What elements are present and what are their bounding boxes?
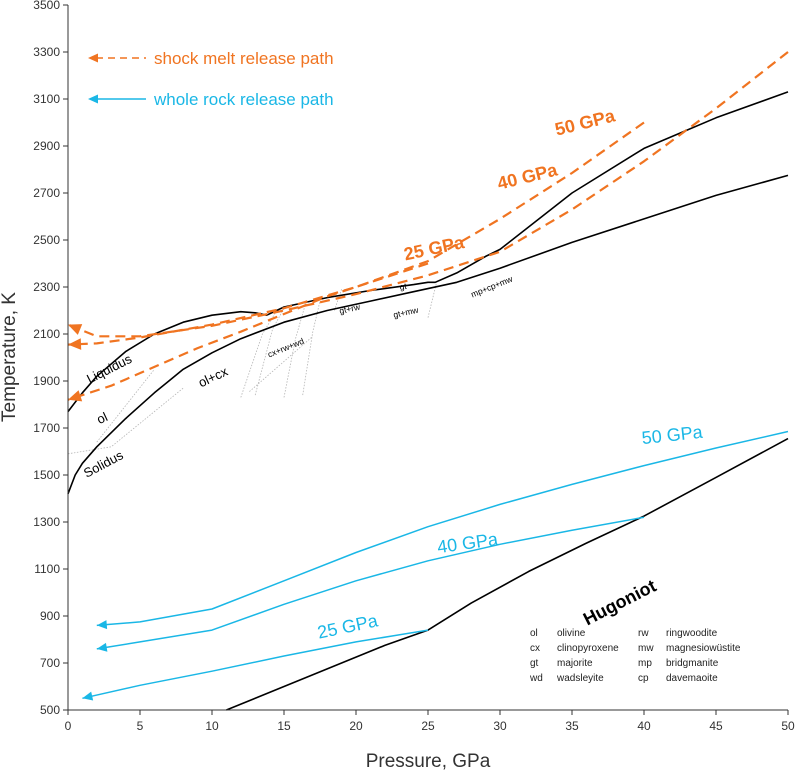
x-tick-label: 45 bbox=[709, 719, 723, 733]
phase-boundary-line bbox=[427, 282, 437, 318]
x-tick-label: 5 bbox=[137, 719, 144, 733]
annotation-label: 40 GPa bbox=[495, 159, 560, 193]
solidus-line bbox=[67, 174, 789, 495]
y-tick-label: 3500 bbox=[33, 0, 60, 12]
phase-boundary-line bbox=[302, 301, 321, 396]
legend-desc: wadsleyite bbox=[556, 673, 604, 684]
x-tick-label: 15 bbox=[277, 719, 291, 733]
phase-boundaries bbox=[67, 282, 437, 455]
phase-boundary-line bbox=[249, 335, 314, 392]
hugoniot-line bbox=[226, 437, 789, 711]
annotations: shock melt release path whole rock releas… bbox=[81, 49, 705, 643]
y-tick-label: 2900 bbox=[33, 139, 60, 153]
legend-arrow-head bbox=[88, 53, 98, 63]
arrow-head bbox=[96, 642, 108, 652]
legend-abbr: cx bbox=[530, 643, 540, 654]
y-tick-label: 3100 bbox=[33, 92, 60, 106]
phase-boundary-line bbox=[96, 369, 155, 443]
arrow-head bbox=[82, 691, 94, 701]
annotation-label: Liquidus bbox=[84, 351, 134, 387]
x-tick-label: 25 bbox=[421, 719, 435, 733]
legend-abbr: gt bbox=[530, 658, 539, 669]
legend-abbr: rw bbox=[638, 628, 649, 639]
y-tick-label: 1500 bbox=[33, 468, 60, 482]
whole-rock-release-path-40-gpa-line bbox=[96, 516, 645, 650]
legend-desc: davemaoite bbox=[666, 673, 718, 684]
legend-desc: majorite bbox=[557, 658, 593, 669]
phase-legend: ol olivine cx clinopyroxene gt majorite wd wads… bbox=[529, 628, 741, 684]
annotation-label: 40 GPa bbox=[436, 529, 500, 557]
x-axis-title: Pressure, GPa bbox=[366, 751, 491, 771]
arrow-head bbox=[96, 620, 108, 630]
annotation-label: gt bbox=[399, 281, 408, 292]
y-tick-label: 1900 bbox=[33, 374, 60, 388]
x-tick-label: 30 bbox=[493, 719, 507, 733]
y-tick-label: 1100 bbox=[34, 562, 60, 576]
legend-label: whole rock release path bbox=[153, 90, 334, 109]
legend-abbr: mw bbox=[638, 643, 654, 654]
shock-melt-release-path-25-gpa-line bbox=[67, 262, 429, 401]
x-tick-label: 40 bbox=[637, 719, 651, 733]
y-tick-label: 2300 bbox=[33, 280, 60, 294]
phase-boundary-line bbox=[334, 289, 342, 311]
legend-label: shock melt release path bbox=[154, 49, 334, 68]
annotation-label: Hugoniot bbox=[580, 576, 659, 630]
legend-desc: olivine bbox=[557, 628, 586, 639]
phase-boundary-line bbox=[254, 308, 285, 396]
whole-rock-release-path-50-gpa-line bbox=[96, 430, 789, 627]
phase-boundary-line bbox=[67, 387, 184, 455]
x-tick-label: 20 bbox=[349, 719, 363, 733]
annotation-label: 25 GPa bbox=[316, 610, 381, 642]
y-tick-label: 900 bbox=[40, 609, 60, 623]
legend-abbr: ol bbox=[530, 628, 538, 639]
y-axis-title: Temperature, K bbox=[0, 292, 20, 422]
annotation-label: gt+rw bbox=[338, 301, 361, 315]
annotation-label: 25 GPa bbox=[402, 232, 467, 264]
y-tick-label: 500 bbox=[40, 703, 60, 717]
liquidus-line bbox=[67, 91, 789, 413]
legend-desc: magnesiowüstite bbox=[666, 643, 741, 654]
y-tick-label: 3300 bbox=[33, 45, 60, 59]
series-lines bbox=[67, 51, 789, 711]
annotation-label: 50 GPa bbox=[553, 105, 618, 139]
arrow-head bbox=[68, 338, 82, 350]
legend-abbr: wd bbox=[529, 673, 543, 684]
y-tick-label: 700 bbox=[40, 656, 60, 670]
shock-melt-release-path-50-gpa-line bbox=[67, 51, 789, 338]
shock-melt-release-path-40-gpa-line bbox=[67, 121, 645, 346]
axes: 5007009001100130015001700190021002300250… bbox=[33, 0, 795, 733]
phase-boundary-line bbox=[283, 303, 306, 398]
annotation-label: ol+cx bbox=[196, 363, 231, 390]
y-tick-label: 1700 bbox=[33, 421, 60, 435]
legend-abbr: mp bbox=[638, 658, 652, 669]
legend-desc: bridgmanite bbox=[666, 658, 719, 669]
annotation-label: mp+cp+mw bbox=[469, 273, 514, 299]
whole-rock-release-path-25-gpa-line bbox=[82, 629, 429, 700]
y-tick-label: 1300 bbox=[33, 515, 60, 529]
y-tick-label: 2100 bbox=[33, 327, 60, 341]
annotation-label: 50 GPa bbox=[641, 422, 705, 448]
annotation-label: gt+mw bbox=[392, 305, 420, 320]
legend-desc: clinopyroxene bbox=[557, 643, 619, 654]
annotation-label: ol bbox=[94, 409, 110, 427]
x-tick-label: 35 bbox=[565, 719, 579, 733]
legend-abbr: cp bbox=[638, 673, 649, 684]
y-tick-label: 2700 bbox=[33, 186, 60, 200]
arrow-head bbox=[68, 324, 83, 335]
legend-arrow-head bbox=[88, 94, 98, 104]
y-tick-label: 2500 bbox=[33, 233, 60, 247]
x-tick-label: 10 bbox=[205, 719, 219, 733]
annotation-label: Solidus bbox=[81, 447, 126, 480]
legend-desc: ringwoodite bbox=[666, 628, 718, 639]
x-tick-label: 50 bbox=[781, 719, 795, 733]
arrow-head bbox=[68, 390, 83, 402]
x-tick-label: 0 bbox=[65, 719, 72, 733]
